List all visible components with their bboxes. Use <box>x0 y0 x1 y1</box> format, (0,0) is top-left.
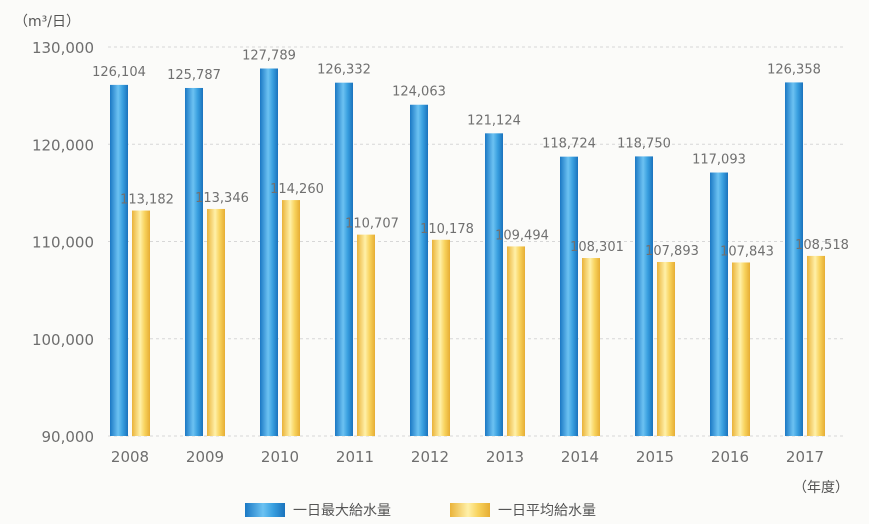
data-label-max: 126,104 <box>92 65 146 80</box>
y-axis-unit-label: （m³/日） <box>14 14 80 30</box>
x-tick-label: 2015 <box>636 448 674 466</box>
bar-max-supply <box>110 84 128 436</box>
legend-swatch-avg <box>450 503 490 517</box>
data-label-avg: 114,260 <box>270 182 324 197</box>
bar-max-supply <box>410 104 428 436</box>
bar-avg-supply <box>807 255 825 436</box>
data-label-avg: 107,893 <box>645 244 699 259</box>
data-label-max: 121,124 <box>467 113 521 128</box>
legend-label-max: 一日最大給水量 <box>293 503 391 519</box>
bar-avg-supply <box>582 258 600 436</box>
data-label-max: 124,063 <box>392 85 446 100</box>
data-labels: 126,104 113,182 125,787 113,346 127,789 114,2… <box>92 49 849 260</box>
x-tick-label: 2014 <box>561 448 599 466</box>
bar-avg-supply <box>132 210 150 436</box>
data-label-max: 117,093 <box>692 153 746 168</box>
x-axis-ticks: 2008 2009 2010 2011 2012 2013 2014 2015 2016 2017 <box>111 448 824 466</box>
data-label-avg: 108,518 <box>795 238 849 253</box>
x-tick-label: 2016 <box>711 448 749 466</box>
x-axis-unit-label: （年度） <box>793 480 849 496</box>
bar-avg-supply <box>732 262 750 436</box>
y-tick-label: 90,000 <box>42 428 95 446</box>
data-label-max: 118,750 <box>617 136 671 151</box>
data-label-avg: 108,301 <box>570 240 624 255</box>
bar-avg-supply <box>357 234 375 436</box>
bar-avg-supply <box>207 208 225 436</box>
legend-swatch-max <box>245 503 285 517</box>
x-tick-label: 2012 <box>411 448 449 466</box>
x-tick-label: 2008 <box>111 448 149 466</box>
data-label-avg: 113,346 <box>195 191 249 206</box>
x-tick-label: 2017 <box>786 448 824 466</box>
bar-avg-supply <box>432 239 450 436</box>
data-label-max: 126,332 <box>317 63 371 78</box>
x-tick-label: 2011 <box>336 448 374 466</box>
data-label-avg: 107,843 <box>720 244 774 259</box>
y-tick-label: 120,000 <box>32 136 94 154</box>
y-tick-label: 110,000 <box>32 234 94 252</box>
bar-max-supply <box>785 82 803 436</box>
y-axis-ticks: 90,000 100,000 110,000 120,000 130,000 <box>32 39 94 446</box>
data-label-avg: 109,494 <box>495 228 549 243</box>
data-label-max: 118,724 <box>542 137 596 152</box>
bar-max-supply <box>710 172 728 436</box>
legend-label-avg: 一日平均給水量 <box>498 503 596 519</box>
bar-avg-supply <box>507 246 525 436</box>
data-label-avg: 110,178 <box>420 222 474 237</box>
bar-max-supply <box>335 82 353 437</box>
x-tick-label: 2010 <box>261 448 299 466</box>
data-label-avg: 110,707 <box>345 217 399 232</box>
y-tick-label: 100,000 <box>32 331 94 349</box>
bar-max-supply <box>185 87 203 436</box>
bar-max-supply <box>560 156 578 436</box>
data-label-avg: 113,182 <box>120 193 174 208</box>
bars <box>110 68 825 437</box>
bar-max-supply <box>260 68 278 436</box>
bar-avg-supply <box>657 261 675 436</box>
bar-max-supply <box>635 156 653 436</box>
legend: 一日最大給水量 一日平均給水量 <box>245 503 596 519</box>
bar-avg-supply <box>282 200 300 436</box>
x-tick-label: 2009 <box>186 448 224 466</box>
data-label-max: 125,787 <box>167 68 221 83</box>
data-label-max: 126,358 <box>767 62 821 77</box>
bar-max-supply <box>485 133 503 437</box>
data-label-max: 127,789 <box>242 49 296 64</box>
x-tick-label: 2013 <box>486 448 524 466</box>
y-tick-label: 130,000 <box>32 39 94 57</box>
